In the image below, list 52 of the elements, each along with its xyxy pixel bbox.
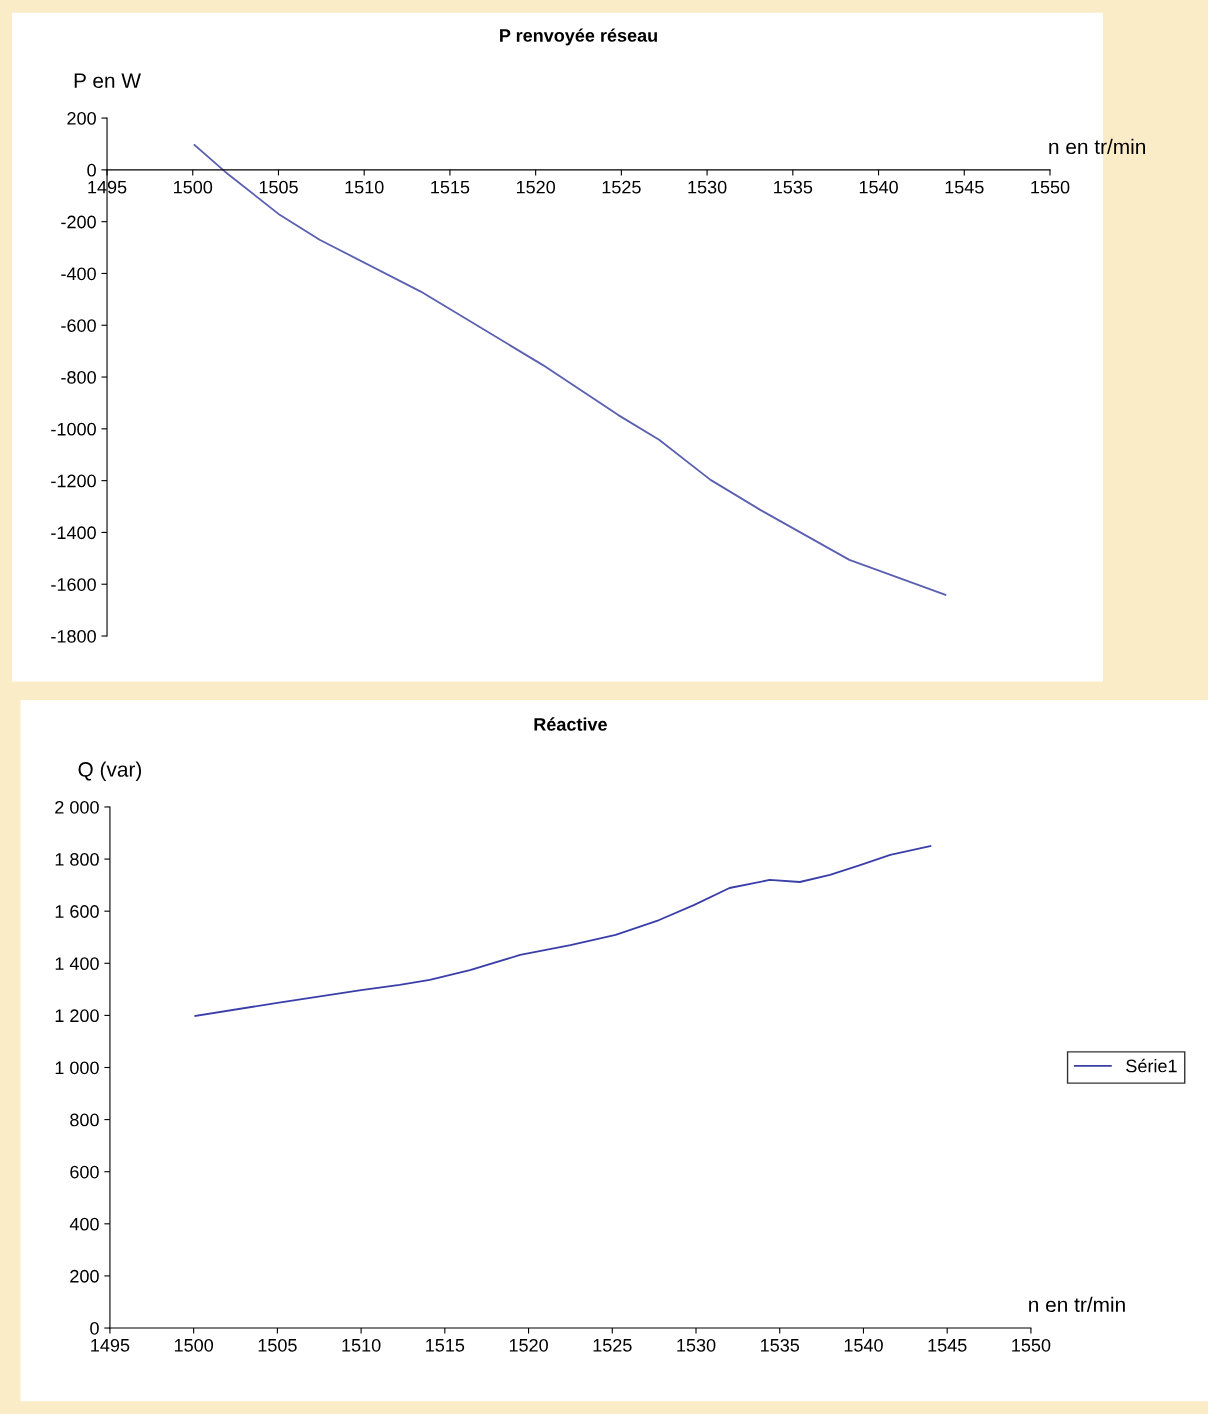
legend-label: Série1 <box>1126 1058 1177 1073</box>
x-tick-label: 1520 <box>509 1338 548 1352</box>
x-tick-label: 1515 <box>431 180 470 194</box>
y-tick-label: 600 <box>70 1165 99 1179</box>
x-tick-label: 1500 <box>174 180 213 194</box>
y-tick-label: 2 000 <box>55 800 99 814</box>
x-tick-label: 1550 <box>1031 180 1070 194</box>
y-tick-label: -1800 <box>51 629 96 643</box>
y-axis-title: Q (var) <box>78 761 142 781</box>
x-tick-label: 1550 <box>1012 1338 1051 1352</box>
x-tick-label: 1505 <box>259 180 298 194</box>
x-tick-label: 1540 <box>859 180 898 194</box>
y-tick-label: 1 600 <box>55 905 99 918</box>
y-tick-label: 1 400 <box>55 957 99 971</box>
x-tick-label: 1505 <box>258 1338 297 1352</box>
x-tick-label: 1530 <box>688 180 727 194</box>
y-axis-title: P en W <box>74 73 141 89</box>
y-tick-label: 400 <box>69 1217 99 1231</box>
y-tick-label: -1400 <box>51 526 96 540</box>
y-tick-label: -400 <box>61 267 96 281</box>
y-tick-label: -800 <box>61 370 96 384</box>
y-tick-label: -200 <box>61 215 96 229</box>
y-tick-label: 1 200 <box>55 1009 99 1023</box>
chart-title: P renvoyée réseau <box>500 28 657 46</box>
x-tick-label: 1510 <box>345 180 384 194</box>
x-tick-label: 1545 <box>928 1339 967 1352</box>
x-axis-title: n en tr/min <box>1049 138 1145 155</box>
y-tick-label: -1200 <box>51 474 96 488</box>
chart-title: Réactive <box>534 717 607 731</box>
y-tick-label: -600 <box>61 319 96 332</box>
x-axis-title: n en tr/min <box>1029 1296 1125 1313</box>
y-tick-label: -1600 <box>51 578 96 591</box>
x-tick-label: 1510 <box>342 1338 381 1352</box>
y-tick-label: 200 <box>70 1269 99 1283</box>
x-tick-label: 1520 <box>516 180 556 194</box>
y-tick-label: 800 <box>70 1113 99 1127</box>
y-tick-label: -1000 <box>51 422 96 436</box>
x-tick-label: 1500 <box>174 1338 214 1352</box>
x-tick-label: 1535 <box>761 1338 800 1352</box>
y-tick-label: 0 <box>90 1321 99 1335</box>
x-tick-label: 1525 <box>593 1338 632 1352</box>
x-tick-label: 1525 <box>602 180 641 194</box>
y-tick-label: 1 000 <box>55 1061 99 1075</box>
y-tick-label: 0 <box>87 163 96 177</box>
x-tick-label: 1515 <box>426 1339 465 1352</box>
x-tick-label: 1540 <box>844 1338 883 1352</box>
y-tick-label: 1 800 <box>55 853 99 866</box>
x-tick-label: 1495 <box>91 1338 130 1352</box>
x-tick-label: 1530 <box>677 1338 716 1352</box>
x-tick-label: 1535 <box>774 180 813 194</box>
y-tick-label: 200 <box>67 112 96 125</box>
x-tick-label: 1545 <box>945 180 984 194</box>
